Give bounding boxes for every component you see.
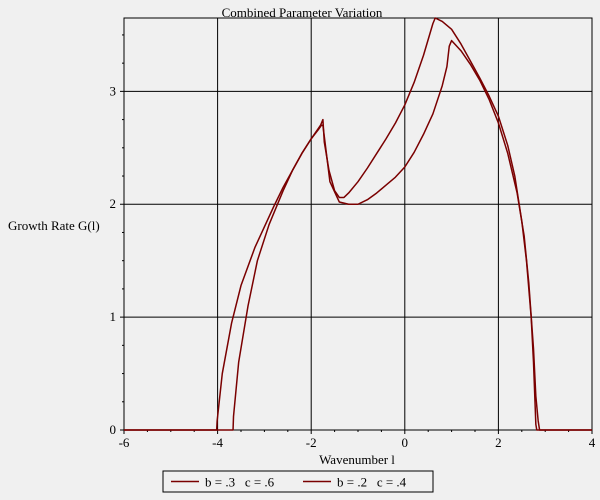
axis-ticks: -6 -4 -2 0 2 4 0 1 2 3 (110, 34, 596, 450)
series-line (124, 39, 592, 431)
y-tick-label: 1 (110, 309, 117, 324)
legend-label: b = .2 c = .4 (337, 475, 407, 490)
x-axis-label: Wavenumber l (319, 452, 395, 467)
y-tick-label: 0 (110, 422, 117, 437)
x-tick-label: -4 (212, 435, 223, 450)
x-tick-label: -2 (306, 435, 317, 450)
legend-box (162, 470, 434, 493)
series-line (124, 17, 592, 431)
y-tick-label: 2 (110, 196, 117, 211)
legend: b = .3 c = .6 b = .2 c = .4 (162, 470, 434, 493)
series-lines (124, 17, 592, 431)
y-tick-label: 3 (110, 83, 117, 98)
x-tick-label: 4 (589, 435, 596, 450)
x-tick-label: -6 (119, 435, 130, 450)
legend-label: b = .3 c = .6 (205, 475, 275, 490)
y-axis-label: Growth Rate G(l) (8, 218, 100, 233)
x-tick-label: 2 (495, 435, 502, 450)
chart-title: Combined Parameter Variation (222, 5, 383, 20)
x-tick-label: 0 (402, 435, 409, 450)
grid-lines (123, 17, 593, 431)
